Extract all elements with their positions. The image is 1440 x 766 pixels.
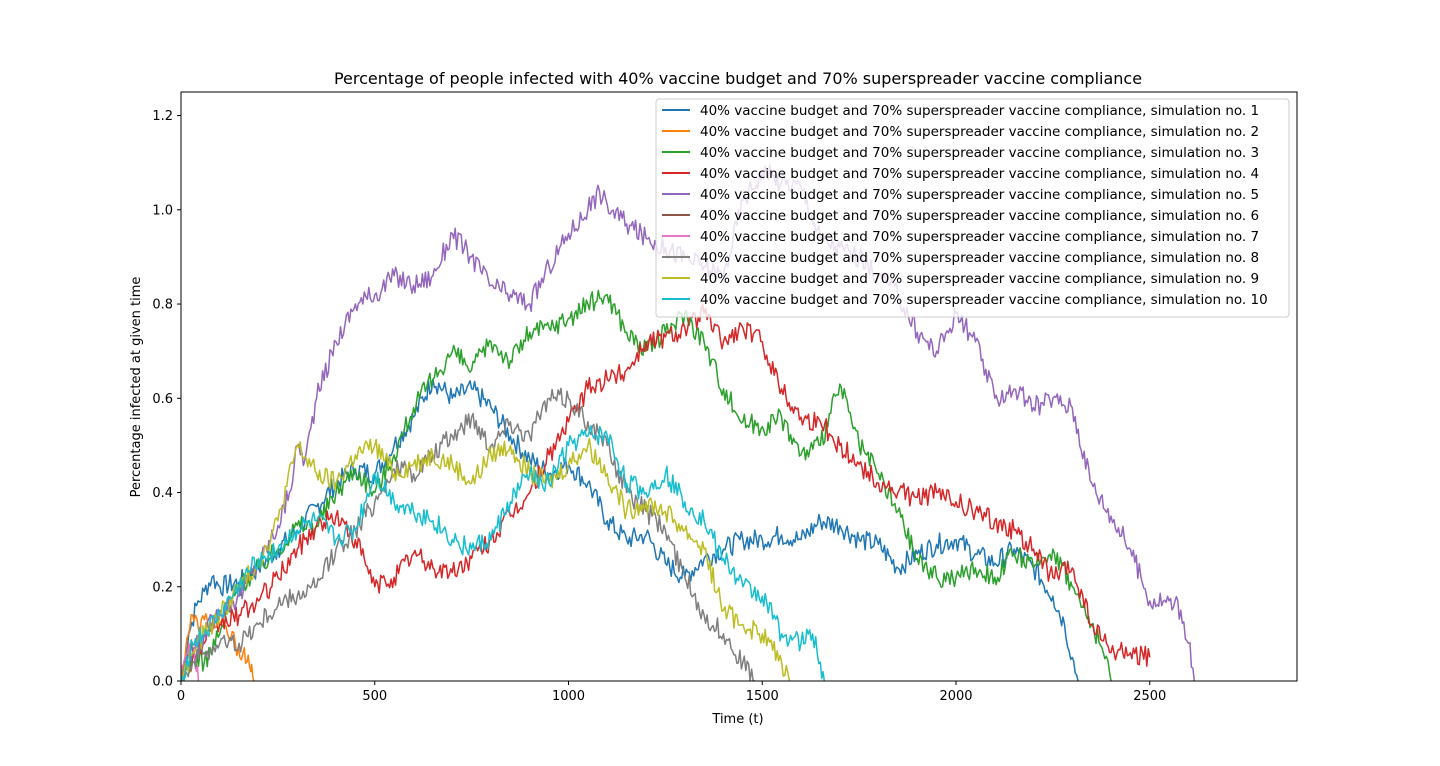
x-axis-label: Time (t) <box>711 712 763 727</box>
legend-box <box>655 98 1290 318</box>
x-tick-label: 0 <box>177 689 185 704</box>
plot-frame <box>180 91 1298 682</box>
legend-label: 40% vaccine budget and 70% superspreader… <box>700 187 1259 203</box>
x-axis: 0 500 1000 1500 2000 2500 <box>177 681 1166 704</box>
legend-label: 40% vaccine budget and 70% superspreader… <box>700 103 1259 119</box>
y-tick-label: 0.4 <box>152 486 173 501</box>
series-line-10 <box>181 425 826 681</box>
legend-label: 40% vaccine budget and 70% superspreader… <box>700 292 1268 308</box>
legend-label: 40% vaccine budget and 70% superspreader… <box>700 208 1259 224</box>
legend-label: 40% vaccine budget and 70% superspreader… <box>700 124 1259 140</box>
x-tick-label: 500 <box>362 689 387 704</box>
series-line-8 <box>181 387 755 681</box>
x-tick-label: 2500 <box>1133 689 1166 704</box>
legend-label: 40% vaccine budget and 70% superspreader… <box>700 166 1259 182</box>
y-tick-label: 1.0 <box>152 203 173 218</box>
x-tick-label: 2000 <box>939 689 972 704</box>
legend-label: 40% vaccine budget and 70% superspreader… <box>700 250 1259 266</box>
y-tick-label: 0.8 <box>152 298 173 313</box>
y-tick-label: 0.0 <box>152 675 173 690</box>
x-tick-label: 1000 <box>552 689 585 704</box>
y-tick-label: 0.2 <box>152 580 173 595</box>
series-line-3 <box>181 289 1112 681</box>
legend-label: 40% vaccine budget and 70% superspreader… <box>700 229 1259 245</box>
y-axis: 0.0 0.2 0.4 0.6 0.8 1.0 1.2 <box>152 109 181 690</box>
series-line-4 <box>181 303 1151 681</box>
series-line-9 <box>181 437 791 681</box>
legend-label: 40% vaccine budget and 70% superspreader… <box>700 145 1259 161</box>
y-axis-label: Percentage infected at given time <box>129 277 144 498</box>
series-line-1 <box>181 378 1079 681</box>
chart-title: Percentage of people infected with 40% v… <box>334 69 1142 88</box>
y-tick-label: 1.2 <box>152 109 173 124</box>
x-tick-label: 1500 <box>746 689 779 704</box>
y-tick-label: 0.6 <box>152 392 173 407</box>
legend: 40% vaccine budget and 70% superspreader… <box>655 98 1290 318</box>
legend-label: 40% vaccine budget and 70% superspreader… <box>700 271 1259 287</box>
